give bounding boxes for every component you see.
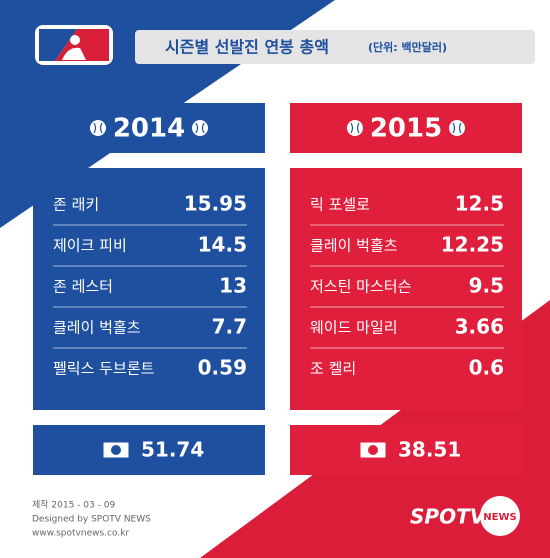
player-name: 제이크 피비 — [53, 237, 127, 255]
salary: 0.6 — [469, 356, 504, 380]
ball-seam — [195, 122, 205, 134]
player-name: 펠릭스 두브론트 — [53, 360, 155, 378]
logo-tag: NEWS — [483, 512, 516, 523]
year: 2014 — [113, 114, 185, 144]
footer-credit: Designed by SPOTV NEWS — [32, 515, 151, 525]
footer-date: 제작 2015 - 03 - 09 — [32, 500, 115, 511]
logo-badge — [480, 496, 520, 536]
title-bar — [135, 30, 535, 64]
footer-url: www.spotvnews.co.kr — [32, 529, 129, 539]
salary: 12.5 — [455, 192, 504, 216]
player-name: 조 켈리 — [310, 360, 356, 378]
ball-seam — [93, 122, 103, 134]
list-box — [290, 168, 522, 410]
year: 2015 — [370, 114, 442, 144]
salary: 15.95 — [184, 192, 247, 216]
salary: 7.7 — [212, 315, 247, 339]
salary: 9.5 — [469, 274, 504, 298]
money-coin — [368, 445, 378, 455]
player-name: 존 래키 — [53, 196, 99, 214]
total-box — [290, 425, 522, 475]
salary: 13 — [219, 274, 247, 298]
money-coin — [111, 445, 121, 455]
player-name: 웨이드 마일리 — [310, 319, 398, 337]
total: 38.51 — [398, 438, 461, 462]
ball-seam — [452, 122, 462, 134]
ball-icon — [192, 120, 208, 136]
salary: 0.59 — [198, 356, 247, 380]
year-box — [290, 103, 522, 153]
player-name: 클레이 벅홀츠 — [310, 237, 398, 255]
ball-seam — [350, 122, 360, 134]
title: 시즌별 선발진 연봉 총액 — [165, 38, 329, 57]
unit: (단위: 백만달러) — [368, 40, 447, 54]
ball-icon — [449, 120, 465, 136]
logo-brand: SPOTV — [410, 505, 487, 529]
salary: 3.66 — [455, 315, 504, 339]
player-name: 저스틴 마스터슨 — [310, 278, 411, 296]
list-box — [33, 168, 265, 410]
player-name: 존 레스터 — [53, 278, 113, 296]
year-box — [33, 103, 265, 153]
mlb-logo — [35, 25, 113, 65]
ball-icon — [90, 120, 106, 136]
salary: 12.25 — [441, 233, 504, 257]
ball-icon — [347, 120, 363, 136]
salary: 14.5 — [198, 233, 247, 257]
player-name: 릭 포셀로 — [310, 196, 370, 214]
player-name: 클레이 벅홀츠 — [53, 319, 141, 337]
total: 51.74 — [141, 438, 204, 462]
total-box — [33, 425, 265, 475]
